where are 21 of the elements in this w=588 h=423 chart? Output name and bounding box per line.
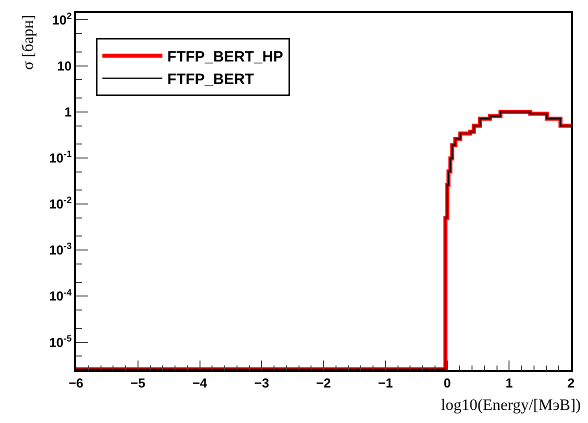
- x-tick-label: −4: [192, 375, 208, 390]
- y-tick-label: 10$^{-3}$: [49, 241, 72, 258]
- x-tick-label: −5: [130, 375, 146, 390]
- legend-label: FTFP_BERT: [167, 71, 254, 88]
- y-tick-label: 10: [57, 58, 72, 74]
- y-tick-label: 10$^{-4}$: [49, 287, 73, 304]
- y-tick-label: 10$^{-1}$: [49, 149, 72, 166]
- x-tick-label: 2: [567, 375, 575, 390]
- legend-label: FTFP_BERT_HP: [167, 48, 284, 66]
- x-tick-label: 0: [444, 375, 451, 390]
- x-tick-label: −3: [254, 375, 270, 390]
- x-tick-label: 1: [506, 375, 513, 390]
- x-tick-label: −1: [378, 375, 393, 390]
- y-tick-label: 10$^{-2}$: [49, 195, 72, 212]
- y-tick-label: 10$^{-5}$: [49, 333, 72, 350]
- y-axis-title: σ [барн]: [20, 14, 37, 70]
- x-axis-title: log10(Energy/[МэВ]): [441, 397, 581, 414]
- y-tick-label: 1: [64, 104, 72, 120]
- x-tick-label: −6: [68, 375, 84, 390]
- x-tick-label: −2: [316, 375, 331, 390]
- y-tick-label: 10$^{2}$: [52, 10, 72, 28]
